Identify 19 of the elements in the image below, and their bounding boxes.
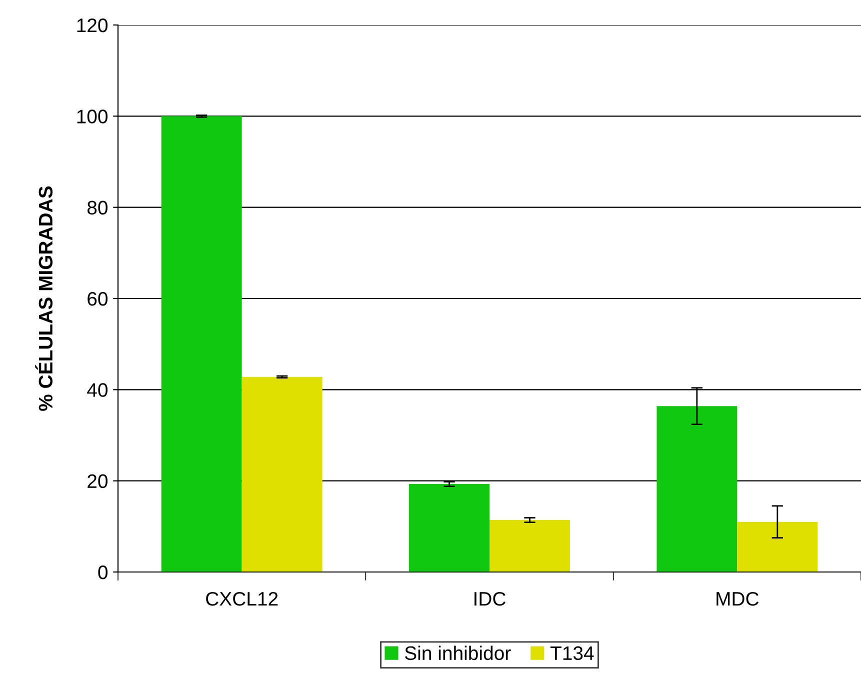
y-tick-label: 100 (77, 110, 108, 124)
y-tick-label: 120 (77, 18, 108, 32)
bar (242, 376, 322, 572)
y-tick-label: 80 (87, 200, 108, 215)
y-axis-title: % CÉLULAS MIGRADAS (35, 186, 53, 411)
bar (161, 116, 242, 572)
y-tick-label: 20 (88, 474, 108, 488)
legend-label: Sin inhibidor (405, 646, 511, 660)
x-tick-label: MDC (716, 592, 759, 606)
bar (490, 520, 570, 572)
y-tick-label: 60 (88, 292, 108, 306)
x-tick-label: IDC (474, 592, 506, 606)
bar (737, 522, 818, 572)
bar (409, 484, 490, 572)
legend-label: T134 (550, 646, 594, 660)
x-tick-label: CXCL12 (206, 592, 278, 606)
y-tick-label: 0 (98, 565, 108, 580)
y-tick-label: 40 (87, 383, 108, 397)
bar (656, 406, 738, 572)
